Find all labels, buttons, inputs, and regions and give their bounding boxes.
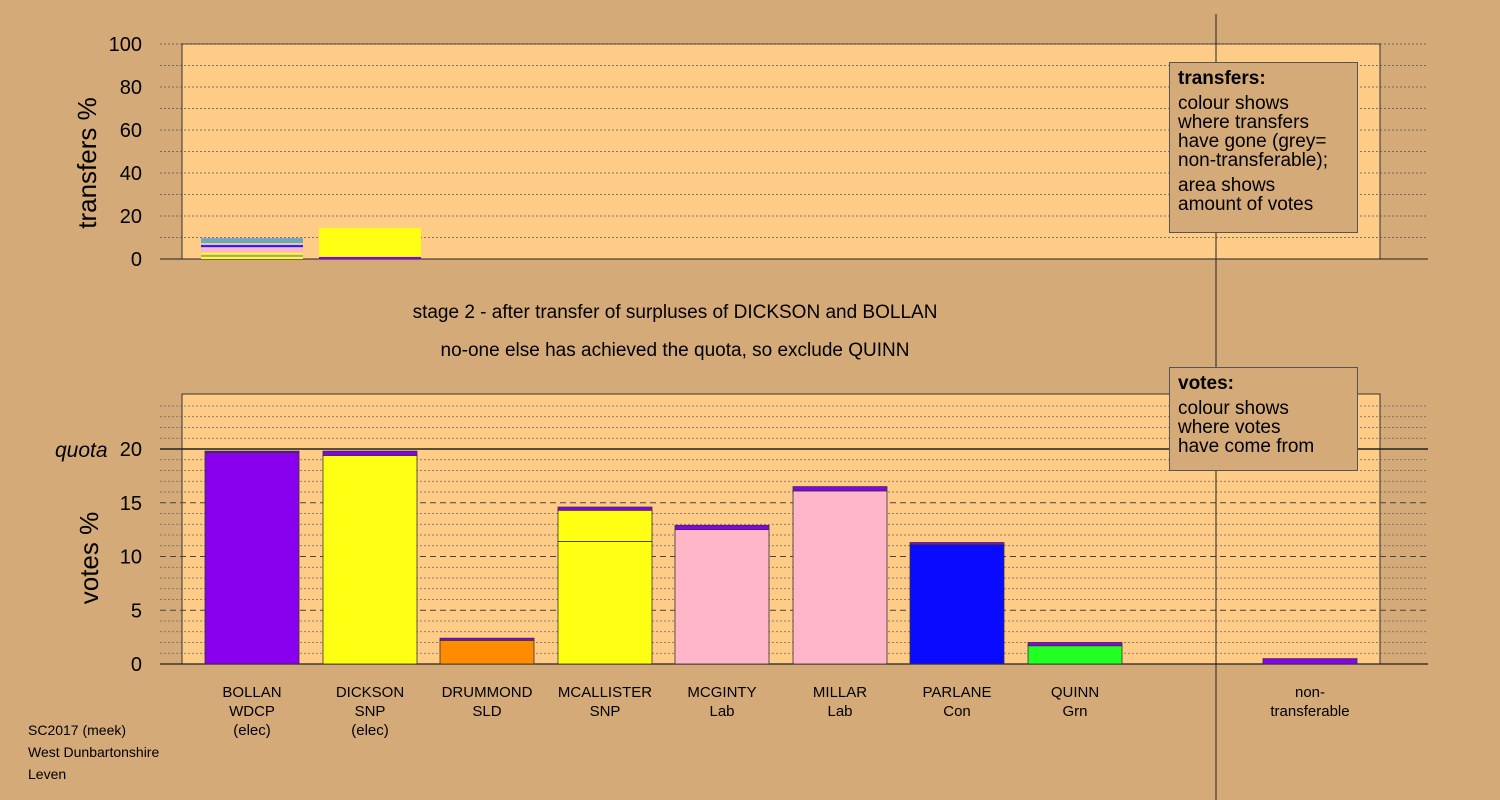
transfer-segment-bollan: [201, 241, 303, 243]
candidate-label-millar: MILLAR: [813, 684, 867, 701]
transfer-segment-bollan: [201, 238, 303, 242]
votes-tick-label: 10: [120, 547, 142, 569]
vote-segment-bollan: [204, 450, 300, 453]
vote-segment-mcginty: [674, 524, 770, 531]
transfer-segment-bollan: [201, 247, 303, 253]
footer-line-3: Leven: [28, 766, 66, 782]
votes-legend-line: colour shows: [1178, 398, 1289, 419]
candidate-label-quinn: Grn: [1062, 703, 1087, 720]
candidate-label-dickson: SNP: [355, 703, 386, 720]
candidate-label-mcallister: MCALLISTER: [558, 684, 652, 701]
transfer-segment-dickson: [319, 256, 421, 259]
candidate-label-drummond: DRUMMOND: [442, 684, 533, 701]
vote-segment-parlane: [909, 542, 1005, 546]
votes-legend-line: where votes: [1178, 417, 1281, 438]
transfers-tick-label: 60: [120, 120, 142, 142]
votes-legend: votes: colour shows where votes have com…: [1169, 367, 1358, 471]
candidate-label-mcginty: Lab: [709, 703, 734, 720]
candidate-label-millar: Lab: [827, 703, 852, 720]
stage-title: stage 2 - after transfer of surpluses of…: [413, 302, 938, 323]
transfers-legend-line: area shows: [1178, 175, 1276, 196]
transfer-segment-bollan: [201, 252, 303, 255]
vote-segment-mcginty: [674, 529, 770, 665]
vote-segment-millar: [792, 486, 888, 492]
transfer-segment-bollan: [201, 256, 303, 259]
transfer-segment-bollan: [201, 245, 303, 248]
transfer-segment-dickson: [319, 227, 421, 257]
candidate-label-non: transferable: [1270, 703, 1349, 720]
candidate-label-mcallister: SNP: [590, 703, 621, 720]
candidate-label-parlane: Con: [943, 703, 971, 720]
candidate-label-bollan: (elec): [233, 722, 271, 739]
vote-segment-drummond: [439, 639, 535, 665]
transfers-tick-label: 0: [131, 249, 142, 271]
vote-segment-quinn: [1027, 642, 1123, 647]
candidate-label-drummond: SLD: [472, 703, 501, 720]
votes-tick-label: 15: [120, 493, 142, 515]
transfers-legend-line: colour shows: [1178, 93, 1289, 114]
transfers-tick-label: 80: [120, 77, 142, 99]
votes-tick-label: 0: [131, 654, 142, 676]
vote-segment-bollan: [204, 451, 300, 665]
vote-segment-non: [1262, 658, 1358, 665]
transfers-legend-line: have gone (grey=: [1178, 131, 1327, 152]
vote-segment-millar: [792, 490, 888, 665]
vote-segment-dickson: [322, 455, 418, 665]
transfers-legend-line: where transfers: [1178, 112, 1309, 133]
candidate-label-dickson: DICKSON: [336, 684, 404, 701]
transfers-axis-title: transfers %: [72, 97, 102, 229]
votes-tick-label: 5: [131, 600, 142, 622]
candidate-label-dickson: (elec): [351, 722, 389, 739]
transfer-segment-bollan: [201, 242, 303, 246]
transfer-segment-bollan: [201, 254, 303, 257]
votes-tick-label: 20: [120, 439, 142, 461]
vote-segment-drummond: [439, 637, 535, 641]
vote-segment-mcallister: [557, 506, 653, 511]
vote-segment-mcallister: [557, 541, 653, 665]
candidate-label-bollan: WDCP: [229, 703, 275, 720]
candidate-label-bollan: BOLLAN: [222, 684, 281, 701]
footer-line-1: SC2017 (meek): [28, 722, 126, 738]
vote-segment-parlane: [909, 544, 1005, 665]
transfers-tick-label: 20: [120, 206, 142, 228]
candidate-label-quinn: QUINN: [1051, 684, 1099, 701]
candidate-label-parlane: PARLANE: [923, 684, 992, 701]
candidate-label-non: non-: [1295, 684, 1325, 701]
vote-segment-quinn: [1027, 645, 1123, 665]
transfers-legend-title: transfers:: [1178, 68, 1266, 89]
quota-label: quota: [55, 439, 108, 462]
transfers-legend-line: amount of votes: [1178, 194, 1314, 215]
transfers-tick-label: 40: [120, 163, 142, 185]
transfers-tick-label: 100: [109, 34, 142, 56]
transfers-legend-line: non-transferable);: [1178, 150, 1328, 171]
votes-axis-title: votes %: [74, 512, 104, 605]
candidate-label-mcginty: MCGINTY: [687, 684, 756, 701]
footer-line-2: West Dunbartonshire: [28, 744, 159, 760]
votes-legend-line: have come from: [1178, 436, 1315, 457]
votes-legend-title: votes:: [1178, 373, 1234, 394]
votes-plot: 0 5 10 15 20 BOLLAN WDCP (elec) DICKSON SNP (elec…: [55, 393, 1428, 739]
stage-subtitle: no-one else has achieved the quota, so e…: [441, 340, 910, 361]
vote-segment-dickson: [322, 450, 418, 456]
transfers-legend: transfers: colour shows where transfers …: [1169, 62, 1358, 233]
vote-segment-mcallister: [557, 509, 653, 542]
